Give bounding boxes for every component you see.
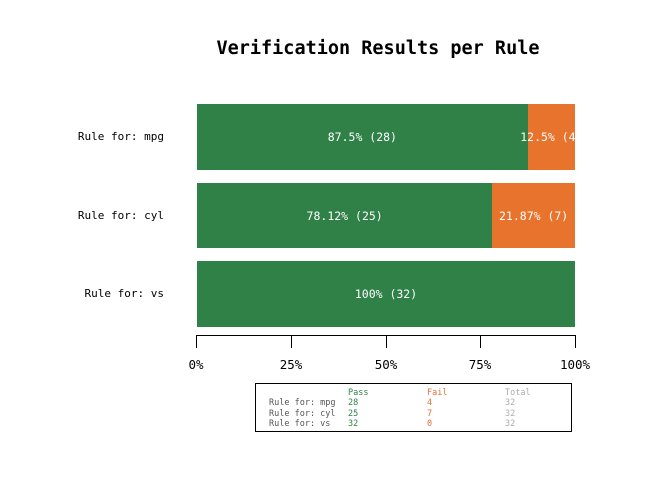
chart-title: Verification Results per Rule — [216, 38, 540, 59]
fail-segment-label: 21.87% (7) — [499, 208, 569, 223]
table-row-mpg: Rule for: mpg 28 4 32 — [269, 398, 571, 408]
row-label: Rule for: cyl — [269, 408, 336, 419]
fail-value: 4 — [427, 398, 433, 409]
bar-row-cyl: 78.12% (25) 21.87% (7) — [197, 183, 575, 248]
x-axis-tick-label-75: 75% — [468, 357, 492, 372]
x-axis-tick-label-100: 100% — [559, 357, 591, 372]
pass-value: 28 — [348, 398, 359, 409]
total-value: 32 — [505, 418, 516, 429]
x-axis-tick-label-25: 25% — [279, 357, 303, 372]
row-label: Rule for: mpg — [269, 398, 336, 409]
x-axis-tick-100 — [575, 335, 576, 348]
total-value: 32 — [505, 408, 516, 419]
total-value: 32 — [505, 398, 516, 409]
pass-value: 32 — [348, 418, 359, 429]
header-empty-cell — [269, 388, 348, 398]
category-label-cyl: Rule for: cyl — [77, 209, 164, 222]
bar-row-vs: 100% (32) — [197, 261, 575, 327]
pass-segment-label: 87.5% (28) — [327, 130, 397, 144]
row-label: Rule for: vs — [269, 418, 331, 429]
x-axis-tick-75 — [480, 335, 481, 348]
x-axis-tick-0 — [196, 335, 197, 348]
summary-table: Pass Fail Total Rule for: mpg 28 4 32 Ru… — [255, 383, 572, 432]
pass-segment-cyl: 78.12% (25) — [197, 183, 493, 248]
pass-segment-label: 100% (32) — [354, 287, 418, 301]
fail-value: 7 — [427, 408, 433, 419]
bar-row-mpg: 87.5% (28) 12.5% (4) — [197, 104, 583, 170]
x-axis-tick-label-50: 50% — [374, 357, 398, 372]
pass-segment-mpg: 87.5% (28) — [197, 104, 528, 170]
category-label-vs: Rule for: vs — [84, 287, 164, 300]
pass-segment-vs: 100% (32) — [197, 261, 575, 327]
pass-value: 25 — [348, 408, 359, 419]
fail-segment-label: 12.5% (4) — [520, 130, 583, 144]
table-row-cyl: Rule for: cyl 25 7 32 — [269, 409, 571, 419]
fail-value: 0 — [427, 418, 433, 429]
x-axis-tick-25 — [291, 335, 292, 348]
category-label-mpg: Rule for: mpg — [77, 130, 164, 143]
summary-table-header-row: Pass Fail Total — [269, 388, 571, 398]
header-fail: Fail — [427, 388, 448, 398]
header-total: Total — [505, 388, 531, 398]
x-axis-tick-label-0: 0% — [188, 357, 204, 372]
header-pass: Pass — [348, 388, 369, 398]
pass-segment-label: 78.12% (25) — [306, 208, 383, 223]
table-row-vs: Rule for: vs 32 0 32 — [269, 419, 571, 429]
x-axis-tick-50 — [386, 335, 387, 348]
fail-segment-cyl: 21.87% (7) — [492, 183, 575, 248]
fail-segment-mpg: 12.5% (4) — [520, 104, 583, 170]
